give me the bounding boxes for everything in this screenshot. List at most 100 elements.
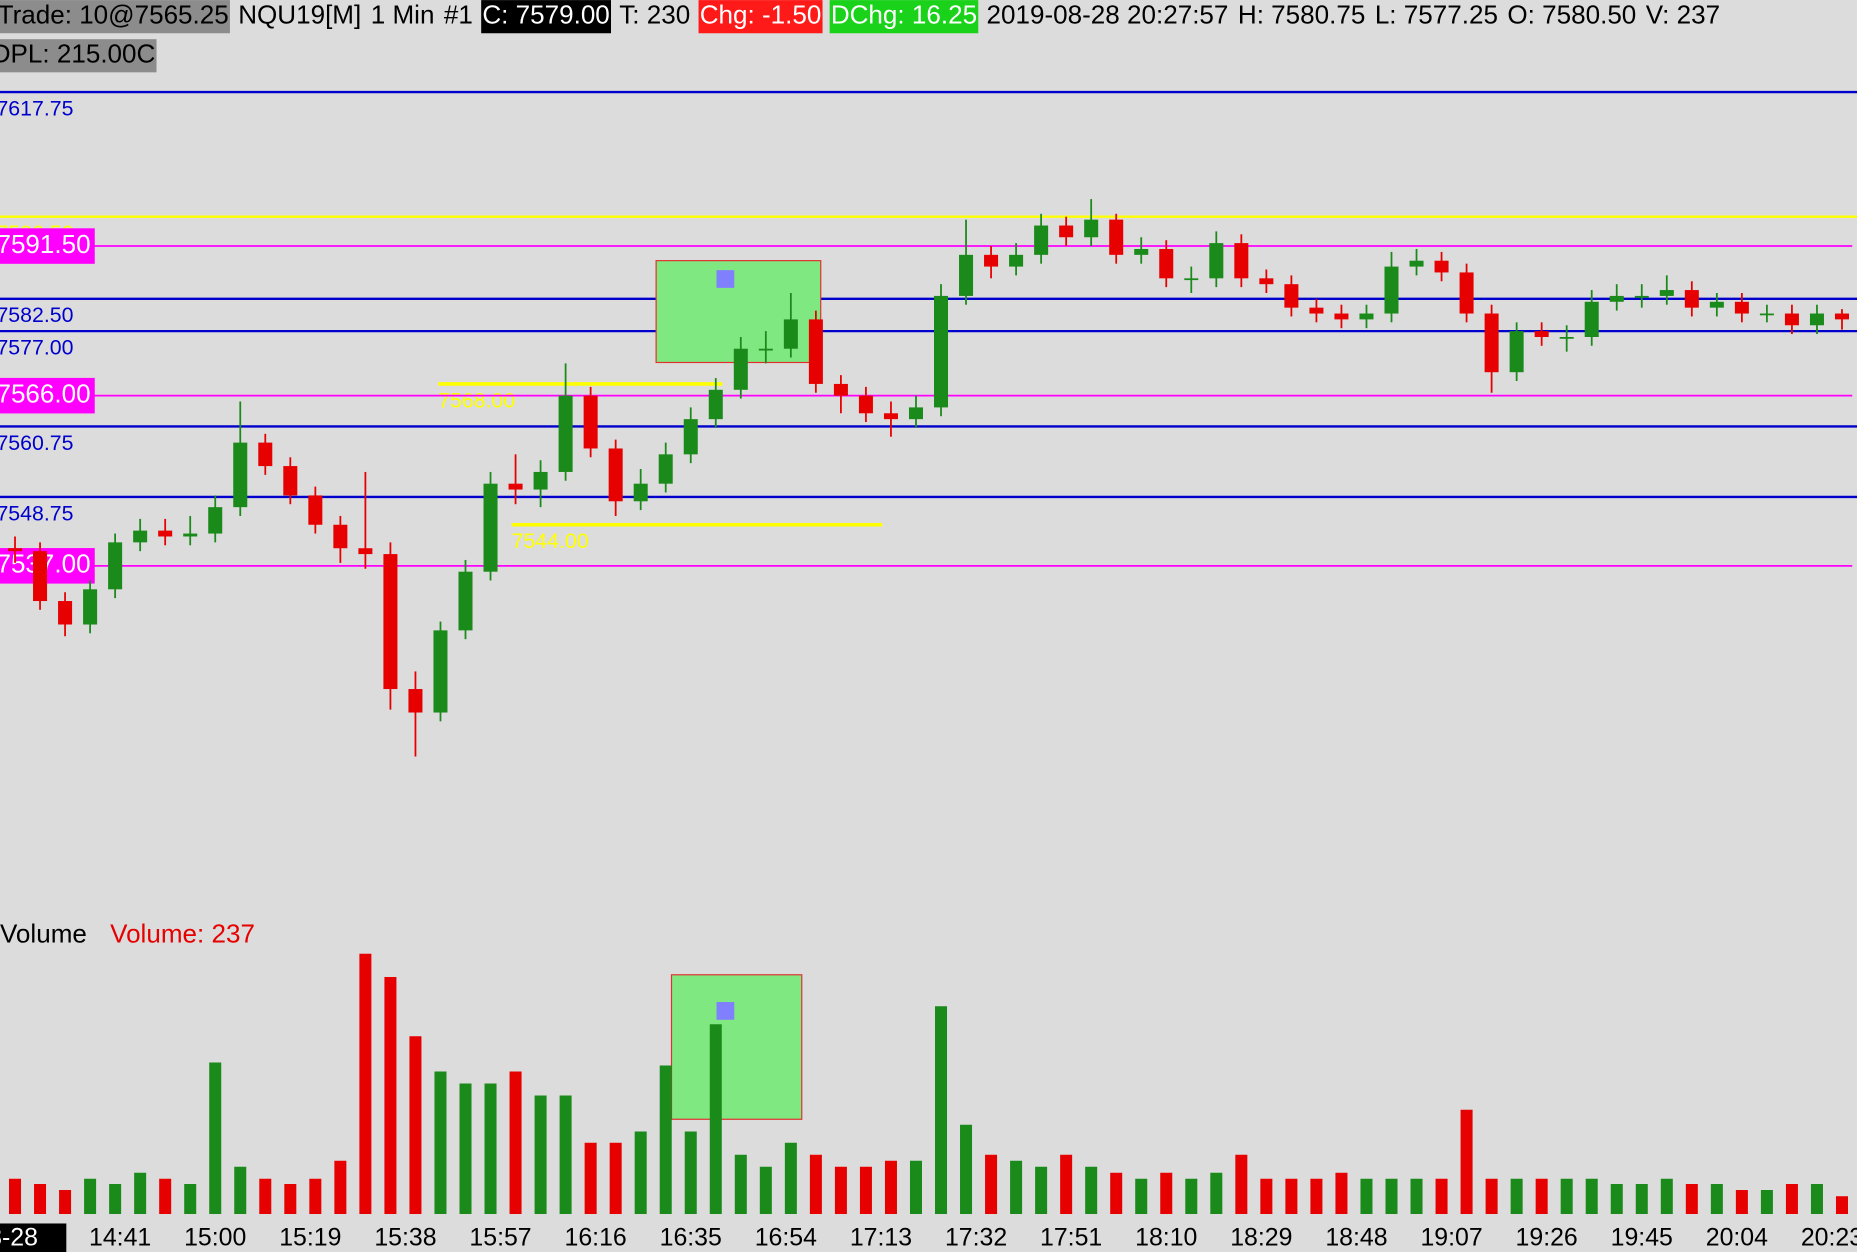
candle-body xyxy=(1109,219,1124,255)
header-ticks: T: 230 xyxy=(619,0,690,30)
volume-bar xyxy=(384,976,397,1215)
volume-bar xyxy=(209,1062,222,1215)
header-symbol: NQU19[M] xyxy=(238,0,361,30)
candle-body xyxy=(1384,266,1399,314)
volume-bar xyxy=(259,1178,272,1215)
volume-bar xyxy=(809,1154,822,1215)
volume-bar xyxy=(534,1095,547,1215)
header-bg xyxy=(0,39,157,73)
volume-bar xyxy=(1185,1178,1198,1215)
candle-body xyxy=(1684,290,1699,308)
volume-bar xyxy=(834,1166,847,1215)
volume-bar xyxy=(59,1190,72,1215)
x-tick-label: 19:45 xyxy=(1611,1223,1673,1251)
candle-body xyxy=(1509,331,1524,373)
volume-bar xyxy=(1760,1190,1773,1215)
candle-body xyxy=(683,419,698,455)
candle-body xyxy=(33,551,48,602)
header-interval: 1 Min xyxy=(371,0,435,30)
candle-body xyxy=(1309,307,1324,314)
x-tick-label: 20:04 xyxy=(1706,1223,1768,1251)
volume-bar xyxy=(1035,1166,1048,1215)
candle-body xyxy=(1659,290,1674,296)
x-tick-label: 17:13 xyxy=(850,1223,912,1251)
volume-bar xyxy=(1260,1178,1273,1215)
x-tick-label: 18:10 xyxy=(1135,1223,1197,1251)
header-dpl: DPL: 215.00C xyxy=(0,39,155,69)
volume-bar xyxy=(1835,1196,1848,1215)
volume-bar xyxy=(759,1166,772,1215)
volume-bar xyxy=(935,1006,948,1215)
x-tick-label: 15:19 xyxy=(279,1223,341,1251)
header-timestamp: 2019-08-28 20:27:57 xyxy=(987,0,1229,30)
x-tick-label: 18:29 xyxy=(1230,1223,1292,1251)
level-label: 7568.00 xyxy=(438,388,515,412)
header: Trade: 10@7565.25 NQU19[M] 1 Min #1 C: 7579.… xyxy=(0,0,1720,73)
level-label: 7560.75 xyxy=(0,431,73,455)
level-label: 7582.50 xyxy=(0,303,74,327)
level-label: 7617.75 xyxy=(0,96,73,120)
header-bg xyxy=(0,0,230,34)
candle-body xyxy=(733,348,748,390)
candle-body xyxy=(558,395,573,472)
candle-body xyxy=(1034,225,1049,255)
volume-bar xyxy=(1510,1178,1523,1215)
header-open: O: 7580.50 xyxy=(1507,0,1636,30)
candle-body xyxy=(433,630,448,713)
candle-body xyxy=(1159,248,1174,279)
candle-body xyxy=(1059,225,1074,238)
volume-bar xyxy=(234,1166,247,1215)
marker xyxy=(716,270,735,288)
candle-body xyxy=(1459,272,1474,314)
volume-bar xyxy=(434,1071,447,1215)
candle-body xyxy=(1809,313,1824,326)
candle-body xyxy=(8,548,23,552)
candle-body xyxy=(1734,301,1749,314)
candle-body xyxy=(408,689,423,713)
candle-body xyxy=(583,395,598,449)
volume-bar xyxy=(609,1142,622,1215)
x-tick-label: 17:51 xyxy=(1040,1223,1102,1251)
candle-body xyxy=(333,524,348,549)
volume-bar xyxy=(34,1184,47,1215)
volume-bar xyxy=(1810,1184,1823,1215)
candle-body xyxy=(233,442,248,508)
volume-bar xyxy=(1335,1172,1348,1215)
volume-bar xyxy=(484,1083,497,1215)
volume-bar xyxy=(1385,1178,1398,1215)
candle-body xyxy=(283,466,298,496)
volume-bar xyxy=(1710,1184,1723,1215)
candle-body xyxy=(508,483,523,490)
volume-bar xyxy=(909,1160,922,1215)
volume-bar xyxy=(659,1065,672,1215)
volume-bar xyxy=(1160,1172,1173,1215)
volume-bar xyxy=(1785,1184,1798,1215)
candle-body xyxy=(58,601,73,625)
x-tick-label: 15:00 xyxy=(184,1223,246,1251)
highlight-box xyxy=(670,974,803,1120)
candle-body xyxy=(1559,336,1574,339)
candle-body xyxy=(633,483,648,502)
level-label: 7544.00 xyxy=(512,529,589,553)
candle-body xyxy=(959,254,974,296)
volume-bar xyxy=(634,1131,647,1215)
candle-body xyxy=(858,395,873,414)
x-tick-label: 16:16 xyxy=(565,1223,627,1251)
x-tick-label: 16:54 xyxy=(755,1223,817,1251)
level-label: 7548.75 xyxy=(0,501,73,525)
candle-body xyxy=(908,407,923,420)
volume-bar xyxy=(309,1178,322,1215)
volume-bar xyxy=(684,1131,697,1215)
volume-value: Volume: 237 xyxy=(110,919,255,949)
volume-bar xyxy=(1360,1178,1373,1215)
candle-body xyxy=(458,571,473,631)
header-high: H: 7580.75 xyxy=(1238,0,1365,30)
candle-body xyxy=(1134,248,1149,255)
volume-bar xyxy=(1635,1184,1648,1215)
volume-bar xyxy=(1410,1178,1423,1215)
candle-body xyxy=(358,548,373,555)
x-tick-label: 16:35 xyxy=(660,1223,722,1251)
header-trade: Trade: 10@7565.25 xyxy=(0,0,229,30)
